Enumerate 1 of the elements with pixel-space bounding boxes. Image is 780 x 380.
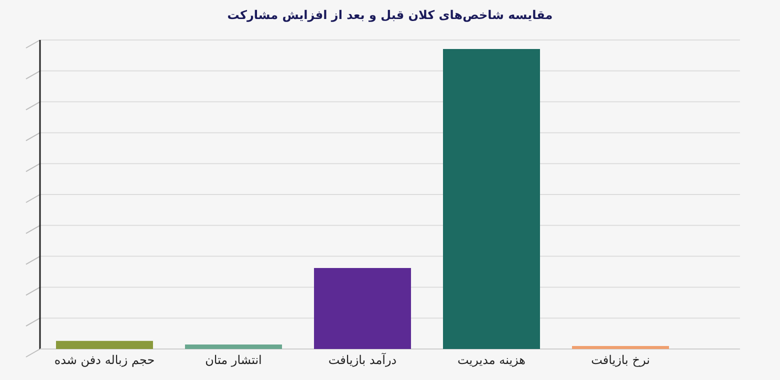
title: مقایسه شاخص‌های کلان قبل و بعد از افزایش مشارکت <box>227 8 553 22</box>
